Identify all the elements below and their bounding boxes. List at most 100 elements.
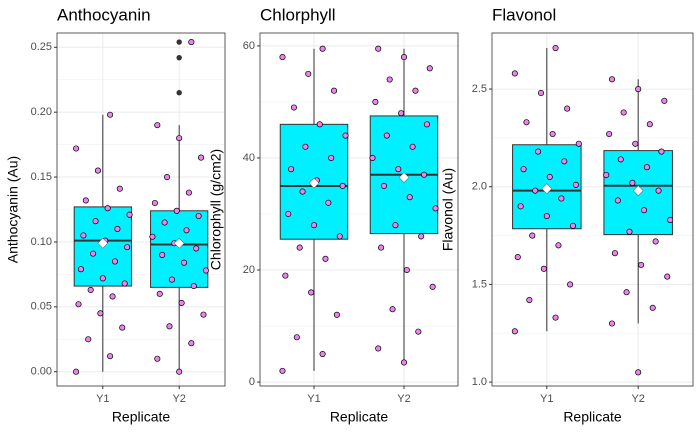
point bbox=[85, 336, 92, 343]
x-axis-label: Replicate bbox=[330, 409, 389, 425]
point bbox=[104, 205, 111, 212]
point bbox=[87, 286, 94, 294]
y-tick-label: 0.05 bbox=[31, 301, 52, 313]
point bbox=[75, 301, 82, 308]
point bbox=[617, 156, 624, 163]
point bbox=[319, 45, 326, 52]
mean bbox=[398, 172, 410, 183]
point bbox=[325, 199, 332, 206]
point bbox=[188, 340, 195, 347]
point bbox=[111, 258, 119, 265]
point bbox=[646, 121, 653, 128]
point bbox=[183, 227, 190, 234]
point bbox=[197, 154, 205, 161]
outlier bbox=[176, 89, 182, 96]
panel-title: Chlorphyll bbox=[260, 5, 336, 24]
point bbox=[606, 130, 613, 138]
point bbox=[643, 164, 650, 171]
point bbox=[333, 311, 340, 318]
point bbox=[632, 140, 639, 147]
point bbox=[635, 86, 642, 93]
point bbox=[156, 290, 163, 297]
point bbox=[339, 182, 346, 190]
y-tick-label: 2.0 bbox=[472, 181, 487, 193]
outlier bbox=[176, 39, 182, 45]
mean bbox=[541, 183, 553, 195]
panel-border bbox=[491, 32, 694, 387]
point bbox=[386, 76, 393, 83]
point bbox=[319, 351, 326, 358]
point bbox=[418, 233, 425, 240]
point bbox=[296, 244, 303, 251]
point bbox=[328, 154, 335, 162]
mean bbox=[632, 185, 644, 197]
point bbox=[398, 110, 405, 117]
point bbox=[190, 283, 197, 290]
point bbox=[532, 187, 539, 194]
y-tick-label: 0 bbox=[249, 376, 255, 388]
x-tick-label: Y1 bbox=[307, 393, 320, 405]
point bbox=[92, 218, 99, 225]
point bbox=[299, 188, 306, 195]
point bbox=[178, 299, 185, 306]
panel-title: Anthocyanin bbox=[57, 5, 151, 24]
point bbox=[119, 324, 126, 331]
point bbox=[652, 238, 659, 245]
point bbox=[649, 304, 656, 311]
point bbox=[572, 181, 579, 188]
point bbox=[180, 259, 188, 266]
point bbox=[369, 154, 376, 162]
point bbox=[188, 39, 195, 46]
point bbox=[575, 140, 582, 147]
point bbox=[608, 320, 616, 327]
point bbox=[406, 194, 413, 201]
y-tick-label: 1.5 bbox=[472, 278, 487, 290]
panel-border bbox=[56, 32, 226, 387]
point bbox=[378, 244, 385, 251]
point bbox=[116, 185, 123, 192]
x-tick-label: Y2 bbox=[631, 393, 644, 405]
point bbox=[514, 254, 521, 261]
point bbox=[535, 148, 542, 155]
point bbox=[163, 174, 171, 181]
point bbox=[664, 273, 671, 280]
point bbox=[322, 255, 329, 262]
point bbox=[305, 70, 312, 77]
point bbox=[400, 54, 408, 61]
y-tick-label: 1.0 bbox=[472, 376, 487, 388]
point bbox=[316, 121, 323, 128]
point bbox=[185, 189, 192, 196]
point bbox=[389, 306, 396, 313]
point bbox=[561, 158, 568, 165]
point bbox=[558, 195, 565, 202]
point bbox=[412, 87, 419, 94]
y-tick-label: 2.5 bbox=[472, 83, 487, 95]
point bbox=[409, 143, 416, 150]
mean bbox=[97, 237, 109, 249]
point bbox=[202, 267, 209, 274]
point bbox=[523, 119, 530, 126]
point bbox=[161, 219, 168, 226]
y-axis-label: Anthocyanin (Au) bbox=[5, 156, 21, 263]
point bbox=[282, 272, 289, 279]
panel-title: Flavonol bbox=[492, 5, 556, 24]
point bbox=[667, 216, 674, 224]
point bbox=[99, 275, 106, 282]
point bbox=[149, 233, 156, 240]
y-tick-label: 40 bbox=[243, 152, 255, 164]
point bbox=[107, 353, 114, 360]
point bbox=[511, 70, 518, 77]
box bbox=[150, 210, 209, 288]
point bbox=[308, 289, 315, 296]
point bbox=[168, 276, 175, 283]
point bbox=[154, 122, 161, 129]
point bbox=[302, 143, 309, 150]
point bbox=[124, 244, 131, 251]
y-tick-label: 60 bbox=[243, 40, 255, 52]
point bbox=[293, 334, 300, 341]
point bbox=[392, 222, 399, 229]
point bbox=[159, 251, 166, 258]
x-axis-label: Replicate bbox=[563, 409, 622, 425]
